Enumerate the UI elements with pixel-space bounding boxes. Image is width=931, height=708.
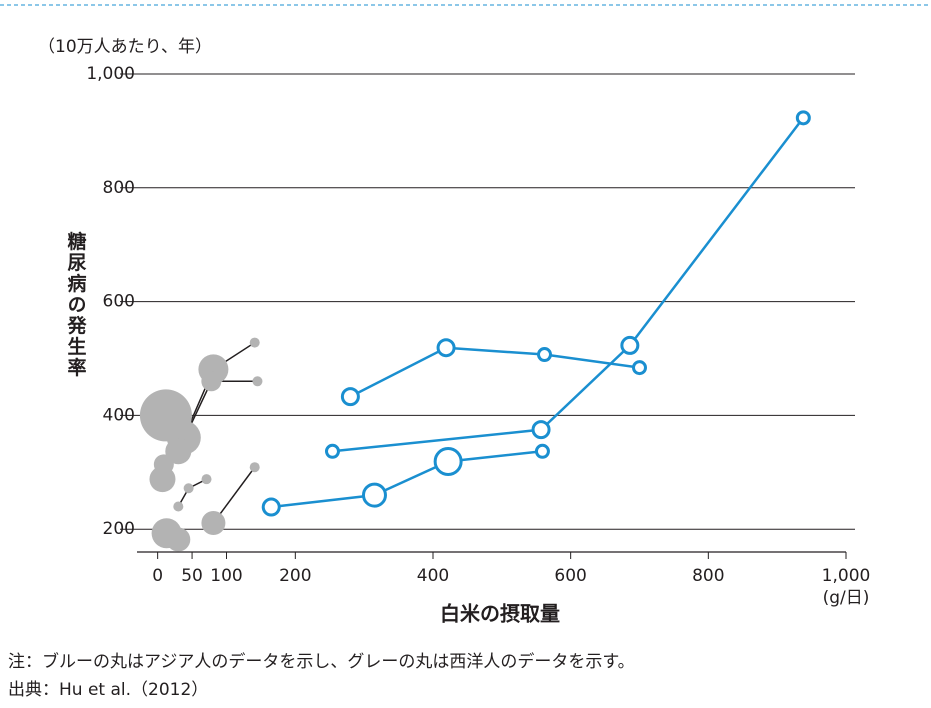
bubble [534,443,550,459]
x-tick-label: 600 [554,566,586,586]
bubble [165,438,192,465]
bubble [436,338,456,358]
bubble [340,387,360,407]
x-tick-label: 200 [279,566,311,586]
x-tick-label: 1,000 [822,566,871,586]
bubble [201,474,212,485]
y-tick-label: 400 [103,405,135,425]
x-tick-label: 100 [210,566,242,586]
note: 注：ブルーの丸はアジア人のデータを示し、グレーの丸は西洋人のデータを示す。 [8,651,635,672]
bubble [249,337,260,348]
x-tick-label: 800 [692,566,724,586]
bubble [537,347,553,363]
y-tick-label: 600 [103,292,135,312]
bubble [201,510,226,535]
series-line [349,346,640,398]
bubble [139,389,192,442]
bubble [261,497,281,517]
bubble [183,483,194,494]
x-tick-label: 50 [181,566,203,586]
bubble [166,527,191,552]
bubble [149,466,176,493]
source: 出典：Hu et al.（2012） [8,680,208,700]
x-unit: (g/日) [823,588,870,608]
series-line [177,478,207,507]
x-tick-label: 0 [152,566,163,586]
x-tick-label: 400 [417,566,449,586]
bubble [631,360,647,376]
x-axis-label: 白米の摂取量 [440,602,560,626]
bubble [531,420,551,440]
bubble [795,110,811,126]
y-tick-label: 200 [103,519,135,539]
series-line [332,117,805,453]
bubble [361,482,387,508]
y-unit: （10万人あたり、年） [38,37,212,57]
bubble [201,371,222,392]
y-tick-label: 1,000 [86,64,135,84]
series-line [271,450,543,509]
y-tick-label: 800 [103,178,135,198]
y-axis-label: 糖尿病の発生率 [65,230,88,378]
bubble [620,335,640,355]
bubble [433,447,463,477]
bubble [249,462,260,473]
bubble [252,376,263,387]
bubble [173,501,184,512]
bubble [324,443,340,459]
